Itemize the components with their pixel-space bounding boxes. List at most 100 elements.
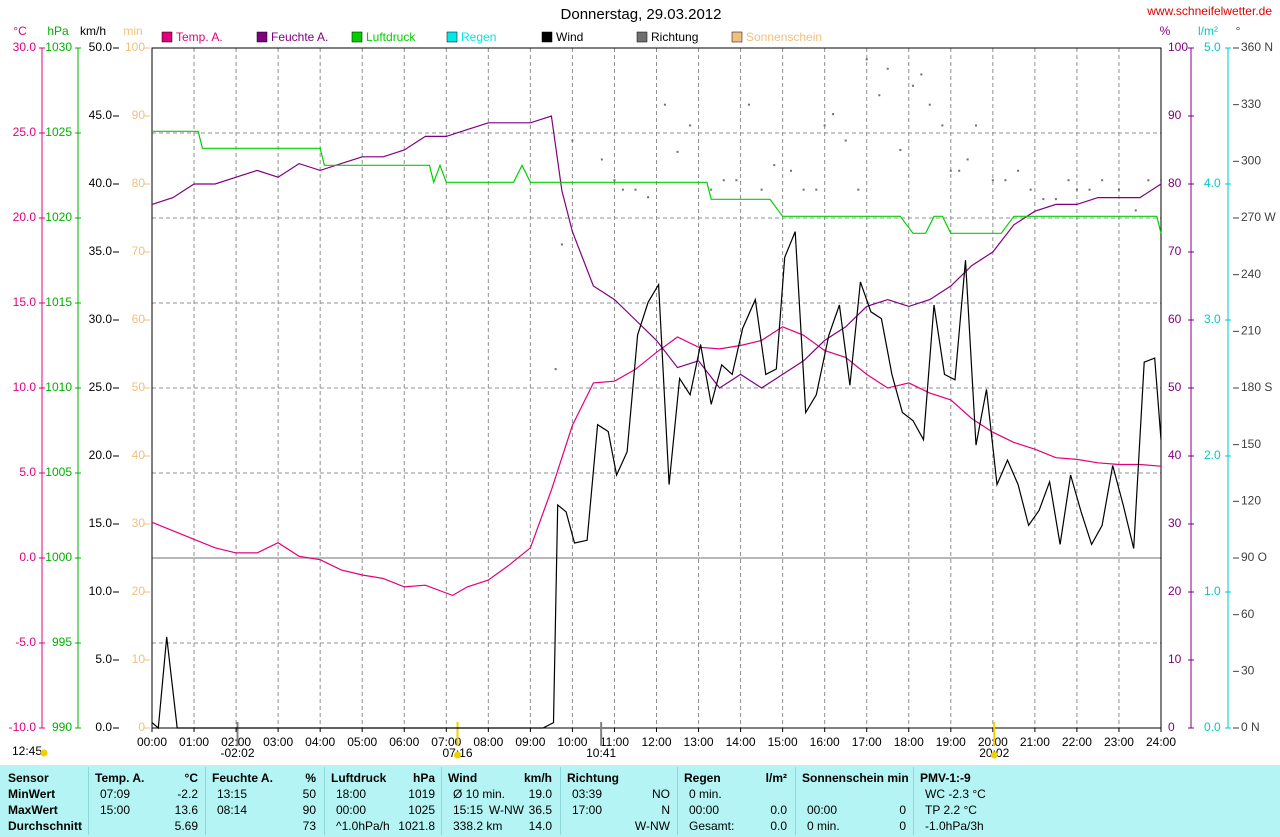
y-tick-label: 270 W (1241, 210, 1276, 224)
table-cell: 50 (302, 787, 316, 801)
y-tick-label: 40 (132, 448, 146, 462)
y-tick-label: 25.0 (13, 125, 37, 139)
y-tick-label: 90 (132, 108, 146, 122)
x-tick-label: 18:00 (894, 735, 924, 749)
legend-label: Regen (461, 30, 496, 44)
y-tick-label: 10.0 (89, 584, 113, 598)
background (0, 0, 1280, 765)
direction-point (865, 58, 868, 61)
y-tick-label: 90 (1168, 108, 1182, 122)
direction-point (823, 124, 826, 127)
table-cell: 00:00 (336, 803, 367, 817)
table-cell: MinWert (8, 787, 56, 801)
legend-swatch (256, 31, 268, 43)
table-cell: N (661, 803, 670, 817)
table-cell: 5.69 (174, 819, 198, 833)
x-tick-label: 09:00 (515, 735, 545, 749)
table-cell: 00:00 (807, 803, 838, 817)
y-tick-label: 30 (1241, 664, 1255, 678)
stats-table: Sensor MinWert MaxWert Durchschnitt Temp. A.… (0, 765, 1280, 837)
table-cell: hPa (412, 771, 435, 785)
x-tick-label: 02:00 (221, 735, 251, 749)
x-tick-label: 00:00 (137, 735, 167, 749)
y-tick-label: 10 (132, 652, 146, 666)
y-tick-label: 330 (1241, 97, 1261, 111)
direction-point (1042, 198, 1045, 201)
column-separator (677, 767, 678, 835)
y-tick-label: 5.0 (19, 465, 36, 479)
table-cell: °C (184, 771, 198, 785)
sun-icon (454, 751, 462, 759)
direction-point (560, 243, 563, 246)
direction-point (844, 139, 847, 142)
direction-point (722, 179, 725, 182)
direction-point (878, 94, 881, 97)
y-tick-label: 1.0 (1204, 584, 1221, 598)
x-tick-label: 10:00 (557, 735, 587, 749)
y-tick-label: 0 (138, 720, 145, 734)
y-tick-label: 5.0 (1204, 40, 1221, 54)
y-tick-label: 50 (132, 380, 146, 394)
column-separator (560, 767, 561, 835)
table-cell: MaxWert (8, 803, 58, 817)
y-tick-label: 10 (1168, 652, 1182, 666)
y-tick-label: 300 (1241, 154, 1261, 168)
y-tick-label: 0 N (1241, 720, 1260, 734)
legend-label: Richtung (651, 30, 698, 44)
table-cell: 15:15 (453, 803, 484, 817)
y-tick-label: 30 (1168, 516, 1182, 530)
table-cell: NO (652, 787, 670, 801)
table-cell: Richtung (567, 771, 619, 785)
marker-label: -02:02 (220, 746, 254, 760)
y-tick-label: 0.0 (1204, 720, 1221, 734)
column-separator (795, 767, 796, 835)
table-cell: -1.0hPa/3h (925, 819, 984, 833)
direction-point (747, 103, 750, 106)
direction-point (1160, 179, 1162, 182)
direction-point (600, 158, 603, 161)
series-line (152, 130, 1162, 234)
direction-point (773, 164, 776, 167)
y-tick-label: 20 (1168, 584, 1182, 598)
table-cell: 17:00 (572, 803, 603, 817)
column-separator (324, 767, 325, 835)
x-tick-label: 16:00 (810, 735, 840, 749)
x-tick-label: 23:00 (1104, 735, 1134, 749)
y-tick-label: 180 S (1241, 380, 1272, 394)
y-tick-label: 0.0 (19, 550, 36, 564)
direction-point (991, 179, 994, 182)
table-cell: 338.2 km (453, 819, 503, 833)
table-cell: % (305, 771, 316, 785)
y-tick-label: 35.0 (89, 244, 113, 258)
direction-point (949, 169, 952, 172)
y-tick-label: 0 (1168, 720, 1175, 734)
x-tick-label: 06:00 (389, 735, 419, 749)
sun-icon (40, 749, 48, 757)
x-tick-label: 07:00 (431, 735, 461, 749)
direction-point (802, 188, 805, 191)
y-tick-label: 1015 (45, 295, 72, 309)
direction-point (790, 169, 793, 172)
series-line (151, 326, 1162, 597)
y-tick-label: 20.0 (13, 210, 37, 224)
direction-point (613, 179, 616, 182)
table-cell: Wind (448, 771, 478, 785)
table-cell: W-NW (634, 819, 670, 833)
y-tick-label: 60 (1168, 312, 1182, 326)
legend-label: Temp. A. (176, 30, 223, 44)
sun-icon (990, 751, 998, 759)
y-tick-label: 990 (52, 720, 72, 734)
y-tick-label: 70 (1168, 244, 1182, 258)
y-tick-label: 210 (1241, 324, 1261, 338)
direction-point (735, 179, 738, 182)
axis-unit: % (1160, 24, 1171, 38)
series-line (151, 115, 1162, 389)
direction-point (941, 124, 944, 127)
table-cell: -2.2 (177, 787, 198, 801)
table-cell: Sonnenschein min (802, 771, 909, 785)
direction-point (911, 84, 914, 87)
y-tick-label: 150 (1241, 437, 1261, 451)
direction-point (689, 124, 692, 127)
direction-point (663, 103, 666, 106)
